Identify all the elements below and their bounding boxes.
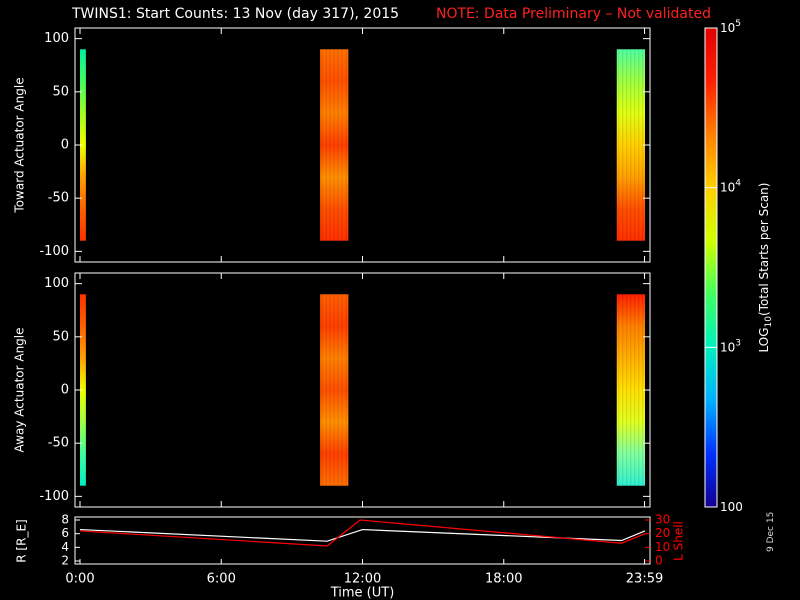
ytick-label-right: 30 — [655, 513, 670, 527]
xtick-label: 18:00 — [485, 572, 522, 587]
scan-block-0-2 — [616, 49, 645, 241]
colorbar-tick-label: 103 — [720, 338, 741, 354]
colorbar-tick-exp: 5 — [735, 19, 741, 29]
series-line-radius — [79, 528, 646, 542]
ytick-label-right: 0 — [655, 554, 663, 568]
panel-frame-1 — [74, 272, 651, 508]
colorbar-label-sub: 10 — [764, 316, 774, 328]
scan-block-1-1 — [320, 294, 349, 486]
ytick-label: 50 — [52, 329, 69, 344]
ytick-label: 8 — [61, 513, 69, 527]
colorbar-tick-base: 10 — [720, 340, 735, 354]
ytick-label: 4 — [61, 540, 69, 554]
ytick-label-right: 20 — [655, 526, 670, 540]
colorbar-tick-exp: 4 — [735, 179, 741, 189]
xtick-label: 12:00 — [344, 572, 381, 587]
colorbar-label: LOG10(Total Starts per Scan) — [757, 183, 774, 353]
scan-block-1-0 — [80, 294, 86, 486]
x-axis-label: Time (UT) — [330, 586, 395, 600]
xtick-label: 0:00 — [65, 572, 94, 587]
ytick-label: -50 — [48, 436, 69, 451]
ytick-label: 0 — [61, 138, 69, 153]
ephemeris-ylabel: R [R_E] — [15, 519, 29, 562]
ytick-label: -100 — [39, 244, 69, 259]
ytick-label: 0 — [61, 383, 69, 398]
plot-title: TWINS1: Start Counts: 13 Nov (day 317), … — [72, 6, 400, 22]
colorbar-tick-base: 10 — [720, 21, 735, 35]
date-stamp: 9 Dec 15 — [766, 511, 776, 552]
ytick-label-right: 10 — [655, 540, 670, 554]
panel-frame-0 — [74, 27, 651, 263]
colorbar-tick-label: 105 — [720, 19, 741, 35]
scan-block-0-1 — [320, 49, 349, 241]
scan-block-0-0 — [80, 49, 86, 241]
xtick-label: 23:59 — [626, 572, 663, 587]
panel-ylabel: Toward Actuator Angle — [13, 77, 27, 213]
ytick-label: 6 — [61, 526, 69, 540]
colorbar-tick-base: 10 — [720, 181, 735, 195]
scan-block-1-2 — [616, 294, 645, 486]
ytick-label: -100 — [39, 489, 69, 504]
colorbar — [704, 27, 718, 508]
colorbar-label-suffix: (Total Starts per Scan) — [757, 183, 771, 317]
ephemeris-ylabel-right: L Shell — [672, 521, 686, 561]
panel-ylabel: Away Actuator Angle — [13, 327, 27, 452]
ytick-label: 2 — [61, 554, 69, 568]
ytick-label: 100 — [44, 31, 69, 46]
ytick-label: 100 — [44, 276, 69, 291]
preliminary-note: NOTE: Data Preliminary – Not validated — [436, 6, 711, 22]
xtick-label: 6:00 — [207, 572, 236, 587]
colorbar-label-prefix: LOG — [757, 327, 771, 352]
colorbar-tick-label: 100 — [720, 500, 743, 514]
colorbar-tick-base: 100 — [720, 500, 743, 514]
ephemeris-frame — [74, 516, 651, 565]
series-line-lshell — [79, 519, 646, 547]
ytick-label: -50 — [48, 191, 69, 206]
ytick-label: 50 — [52, 84, 69, 99]
colorbar-tick-label: 104 — [720, 179, 741, 195]
colorbar-tick-exp: 3 — [735, 338, 741, 348]
title-row: TWINS1: Start Counts: 13 Nov (day 317), … — [0, 6, 800, 26]
